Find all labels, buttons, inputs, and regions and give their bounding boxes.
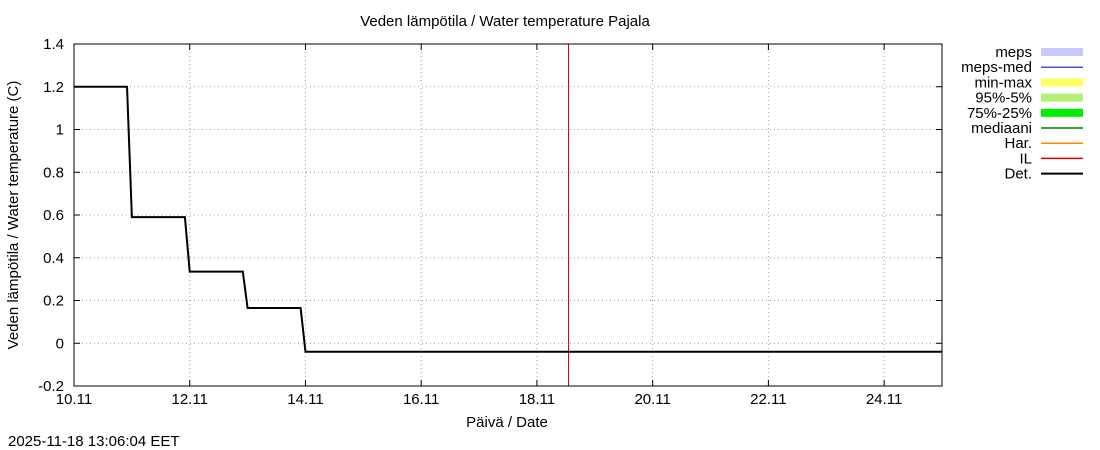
y-tick-label: 0.8 — [43, 164, 64, 181]
series-group — [74, 44, 942, 386]
x-tick-label: 20.11 — [634, 391, 670, 408]
legend-label: min-max — [974, 74, 1032, 91]
legend-label: mediaani — [971, 120, 1032, 137]
x-tick-label: 16.11 — [403, 391, 439, 408]
y-tick-label: 1.2 — [43, 79, 64, 96]
y-axis-label: Veden lämpötila / Water temperature (C) — [5, 81, 22, 350]
y-tick-label: 1.4 — [43, 36, 64, 53]
legend-swatch — [1041, 78, 1083, 87]
legend-swatch — [1041, 108, 1083, 117]
y-axis: 1.4 1.2 1 0.8 0.6 0.4 0.2 0 -0.2 — [38, 36, 942, 395]
x-tick-label: 10.11 — [56, 391, 92, 408]
chart-title: Veden lämpötila / Water temperature Paja… — [360, 13, 650, 30]
timestamp: 2025-11-18 13:06:04 EET — [8, 433, 180, 450]
legend-label: Det. — [1004, 166, 1032, 183]
legend-label: 95%-5% — [975, 90, 1032, 107]
y-tick-label: -0.2 — [38, 378, 64, 395]
y-tick-label: 0.4 — [43, 250, 64, 267]
y-tick-label: 0 — [56, 335, 64, 352]
x-tick-label: 22.11 — [750, 391, 786, 408]
x-axis: 10.11 12.11 14.11 16.11 18.11 20.11 22.11 24.11 — [56, 44, 902, 408]
legend: mepsmeps-medmin-max95%-5%75%-25%mediaani… — [961, 44, 1083, 183]
legend-label: IL — [1019, 150, 1032, 167]
x-tick-label: 14.11 — [287, 391, 323, 408]
legend-label: Har. — [1004, 135, 1032, 152]
x-tick-label: 12.11 — [172, 391, 208, 408]
legend-swatch — [1041, 93, 1083, 102]
series-line-det- — [74, 85, 942, 353]
grid — [74, 44, 942, 386]
x-tick-label: 18.11 — [519, 391, 555, 408]
legend-swatch — [1041, 48, 1083, 56]
x-axis-label: Päivä / Date — [466, 414, 548, 431]
y-tick-label: 1 — [56, 122, 64, 139]
legend-label: meps — [995, 44, 1032, 61]
legend-label: 75%-25% — [967, 105, 1032, 122]
legend-label: meps-med — [961, 59, 1032, 76]
plot-frame — [73, 43, 943, 387]
y-tick-label: 0.6 — [43, 207, 64, 224]
x-tick-label: 24.11 — [866, 391, 902, 408]
y-tick-label: 0.2 — [43, 293, 64, 310]
